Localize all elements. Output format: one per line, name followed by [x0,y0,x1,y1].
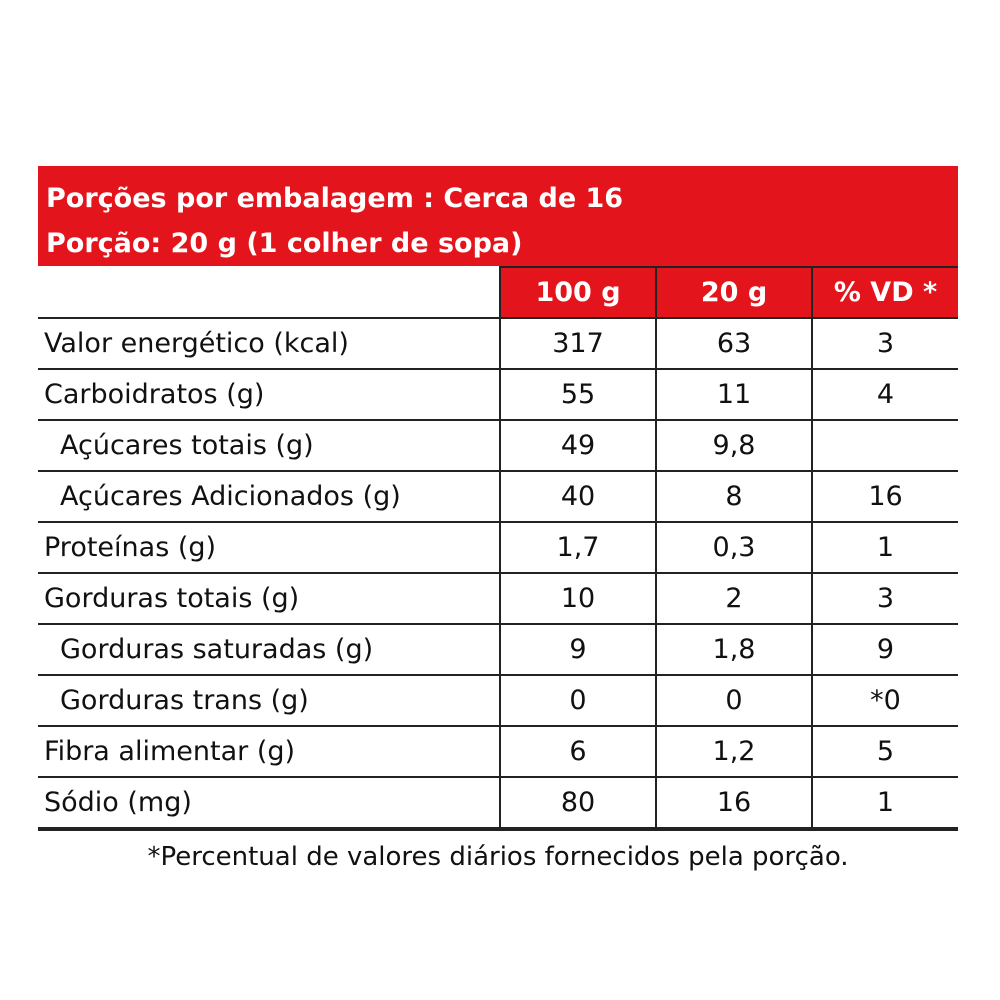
value-100g: 0 [499,674,657,727]
nutrient-label: Gorduras totais (g) [38,572,501,625]
servings-per-package: Porções por embalagem : Cerca de 16 [46,183,624,214]
table-row: Gorduras trans (g) 0 0 *0 [38,674,958,727]
value-vd: 9 [811,623,958,676]
value-20g: 0,3 [655,521,813,574]
column-header-vd: % VD * [811,266,958,319]
value-20g: 1,2 [655,725,813,778]
value-100g: 10 [499,572,657,625]
nutrient-label: Gorduras saturadas (g) [38,623,501,676]
value-vd: *0 [811,674,958,727]
value-20g: 63 [655,317,813,370]
value-20g: 9,8 [655,419,813,472]
table-row: Carboidratos (g) 55 11 4 [38,368,958,421]
value-20g: 8 [655,470,813,523]
table-row: Sódio (mg) 80 16 1 [38,776,958,829]
value-100g: 317 [499,317,657,370]
nutrition-table: 100 g 20 g % VD * Valor energético (kcal… [38,266,958,829]
value-20g: 1,8 [655,623,813,676]
nutrient-label: Carboidratos (g) [38,368,501,421]
nutrient-label: Açúcares totais (g) [38,419,501,472]
nutrient-label: Açúcares Adicionados (g) [38,470,501,523]
value-vd: 4 [811,368,958,421]
column-header-100g: 100 g [499,266,657,319]
nutrient-label: Gorduras trans (g) [38,674,501,727]
table-row: Açúcares Adicionados (g) 40 8 16 [38,470,958,523]
header-blank-cell [38,267,501,319]
value-vd [811,419,958,472]
column-header-20g: 20 g [655,266,813,319]
nutrition-facts-panel: Porções por embalagem : Cerca de 16 Porç… [38,166,958,883]
value-vd: 3 [811,317,958,370]
value-vd: 16 [811,470,958,523]
value-vd: 1 [811,776,958,829]
daily-value-footnote: *Percentual de valores diários fornecido… [38,829,958,883]
value-20g: 0 [655,674,813,727]
value-100g: 49 [499,419,657,472]
table-row: Açúcares totais (g) 49 9,8 [38,419,958,472]
column-header-row: 100 g 20 g % VD * [38,266,958,319]
value-20g: 2 [655,572,813,625]
table-row: Valor energético (kcal) 317 63 3 [38,317,958,370]
table-row: Proteínas (g) 1,7 0,3 1 [38,521,958,574]
value-100g: 40 [499,470,657,523]
value-100g: 80 [499,776,657,829]
value-20g: 11 [655,368,813,421]
nutrient-label: Proteínas (g) [38,521,501,574]
value-100g: 55 [499,368,657,421]
table-row: Fibra alimentar (g) 6 1,2 5 [38,725,958,778]
value-100g: 1,7 [499,521,657,574]
nutrition-header: Porções por embalagem : Cerca de 16 Porç… [38,166,958,266]
portion-size: Porção: 20 g (1 colher de sopa) [46,228,523,259]
nutrient-label: Fibra alimentar (g) [38,725,501,778]
value-vd: 1 [811,521,958,574]
nutrient-label: Sódio (mg) [38,776,501,829]
value-vd: 3 [811,572,958,625]
nutrient-label: Valor energético (kcal) [38,317,501,370]
value-20g: 16 [655,776,813,829]
table-row: Gorduras totais (g) 10 2 3 [38,572,958,625]
value-100g: 6 [499,725,657,778]
table-row: Gorduras saturadas (g) 9 1,8 9 [38,623,958,676]
value-vd: 5 [811,725,958,778]
value-100g: 9 [499,623,657,676]
